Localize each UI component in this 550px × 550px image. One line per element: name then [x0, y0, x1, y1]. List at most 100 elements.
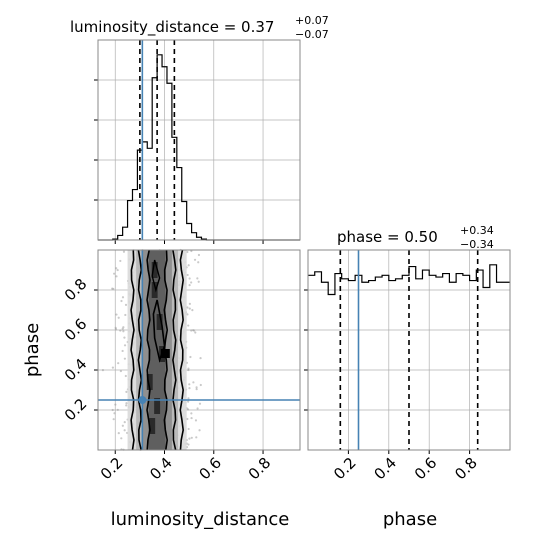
scatter-point — [198, 429, 201, 432]
y-tick-label-phase: 0.4 — [61, 355, 91, 385]
y-tick-label-phase: 0.8 — [61, 275, 91, 305]
y-axis-label-phase: phase — [22, 323, 43, 377]
scatter-point — [123, 344, 127, 347]
scatter-point — [196, 407, 199, 410]
scatter-point — [190, 416, 193, 420]
scatter-point — [187, 264, 190, 267]
scatter-point — [124, 303, 128, 306]
density-cell — [156, 314, 163, 330]
scatter-point — [195, 436, 198, 439]
scatter-point — [195, 386, 198, 389]
x-tick-label-phase: 0.2 — [330, 454, 360, 484]
scatter-point — [188, 437, 191, 440]
scatter-point — [113, 412, 116, 415]
x-axis-label-phase: phase — [383, 509, 437, 530]
scatter-point — [116, 408, 119, 411]
phase-vs-luminosity-distance-frame — [97, 249, 301, 451]
scatter-point — [121, 424, 124, 427]
luminosity-distance-title-minus: −0.07 — [295, 28, 329, 41]
scatter-point — [115, 313, 118, 316]
scatter-point — [199, 383, 202, 387]
scatter-point — [123, 429, 126, 432]
scatter-point — [188, 307, 191, 310]
scatter-point — [123, 357, 126, 360]
scatter-point — [113, 272, 116, 275]
truth-point — [138, 396, 147, 404]
contour-line — [179, 249, 185, 451]
phase-histogram-frame — [307, 249, 511, 451]
phase-histogram-step — [308, 264, 510, 296]
scatter-point — [197, 253, 201, 257]
scatter-point — [114, 403, 117, 406]
scatter-point — [125, 402, 128, 405]
scatter-point — [187, 443, 190, 446]
scatter-point — [115, 275, 118, 278]
scatter-point — [122, 250, 126, 253]
scatter-point — [195, 388, 198, 391]
scatter-point — [123, 421, 126, 424]
contour-line — [137, 249, 143, 451]
scatter-point — [111, 287, 114, 290]
luminosity-distance-title-label: luminosity_distance = 0.37 — [70, 18, 274, 37]
scatter-point — [196, 277, 199, 280]
phase-histogram-panel — [304, 249, 511, 454]
scatter-point — [190, 329, 193, 332]
density-cell — [151, 262, 158, 278]
luminosity-distance-histogram-frame — [97, 39, 301, 241]
density-cell — [154, 398, 161, 414]
scatter-point — [186, 273, 189, 277]
y-tick-label-phase: 0.2 — [61, 395, 91, 425]
scatter-point — [192, 329, 195, 332]
scatter-point — [189, 355, 192, 359]
luminosity-distance-histogram-step — [98, 54, 300, 241]
scatter-point — [101, 369, 105, 372]
x-axis-label-luminosity-distance: luminosity_distance — [111, 509, 290, 530]
scatter-point — [124, 313, 127, 317]
contour-line — [172, 249, 177, 451]
x-tick-label-phase: 0.6 — [411, 454, 441, 484]
scatter-point — [124, 374, 127, 378]
scatter-point — [186, 417, 189, 421]
scatter-point — [194, 331, 197, 334]
contour-line — [146, 249, 151, 451]
scatter-point — [190, 412, 193, 415]
scatter-point — [197, 280, 200, 283]
scatter-point — [188, 386, 191, 390]
x-tick-label-phase: 0.8 — [451, 454, 481, 484]
phase-vs-luminosity-distance-panel — [94, 248, 301, 454]
density-cell — [151, 282, 158, 298]
scatter-point — [187, 400, 190, 403]
scatter-point — [186, 313, 189, 316]
scatter-point — [125, 390, 128, 394]
scatter-point — [188, 302, 191, 305]
x-tick-label-luminosity-distance: 0.8 — [245, 454, 275, 484]
scatter-point — [186, 306, 189, 309]
scatter-point — [192, 381, 195, 384]
phase-title-minus: −0.34 — [460, 238, 494, 251]
contour-inner — [151, 259, 161, 293]
scatter-point — [190, 281, 193, 284]
phase-title-label: phase = 0.50 — [337, 228, 438, 246]
x-tick-label-luminosity-distance: 0.4 — [146, 454, 176, 484]
scatter-point — [117, 432, 120, 435]
scatter-point — [114, 328, 118, 331]
scatter-point — [188, 277, 191, 280]
scatter-point — [125, 404, 128, 407]
scatter-point — [123, 336, 126, 339]
scatter-point — [193, 258, 197, 261]
scatter-point — [191, 309, 194, 312]
scatter-point — [187, 427, 190, 431]
scatter-point — [197, 261, 200, 264]
contour-line — [163, 249, 169, 451]
scatter-point — [122, 330, 125, 333]
density-cell — [146, 374, 153, 390]
scatter-point — [116, 268, 119, 272]
scatter-point — [111, 408, 114, 412]
x-tick-label-luminosity-distance: 0.2 — [97, 454, 127, 484]
scatter-point — [188, 383, 191, 386]
contour-line — [130, 249, 135, 451]
luminosity-distance-title: luminosity_distance = 0.37 — [70, 18, 274, 37]
contour-inner — [152, 299, 166, 363]
scatter-point — [117, 316, 120, 319]
